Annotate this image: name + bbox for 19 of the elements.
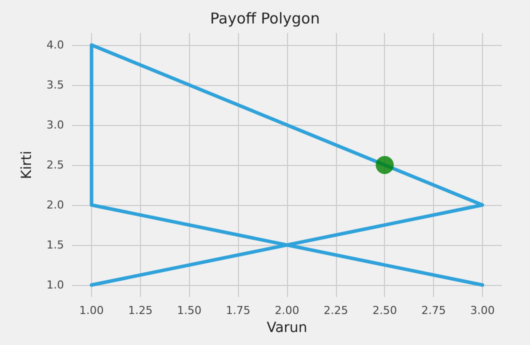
y-tick-label: 3.0 — [46, 118, 64, 132]
y-axis-title: Kirti — [19, 150, 35, 180]
chart-title: Payoff Polygon — [210, 10, 320, 28]
x-tick-label: 3.00 — [470, 304, 495, 317]
x-axis-title: Varun — [266, 320, 308, 336]
y-tick-label: 1.5 — [46, 238, 64, 252]
x-tick-label: 2.50 — [372, 304, 397, 317]
y-tick-label: 2.0 — [46, 198, 64, 212]
x-tick-label: 1.25 — [128, 304, 153, 317]
x-tick-label: 1.50 — [177, 304, 202, 317]
y-tick-label: 1.0 — [46, 278, 64, 292]
x-tick-label: 2.25 — [324, 304, 348, 317]
x-tick-label: 2.75 — [421, 304, 446, 317]
x-tick-label: 1.75 — [226, 304, 250, 317]
x-tick-label: 2.00 — [274, 304, 300, 317]
y-tick-label: 4.0 — [46, 38, 64, 52]
y-tick-label: 3.5 — [46, 78, 64, 92]
x-tick-label: 1.00 — [79, 304, 104, 317]
y-tick-label: 2.5 — [46, 158, 64, 172]
